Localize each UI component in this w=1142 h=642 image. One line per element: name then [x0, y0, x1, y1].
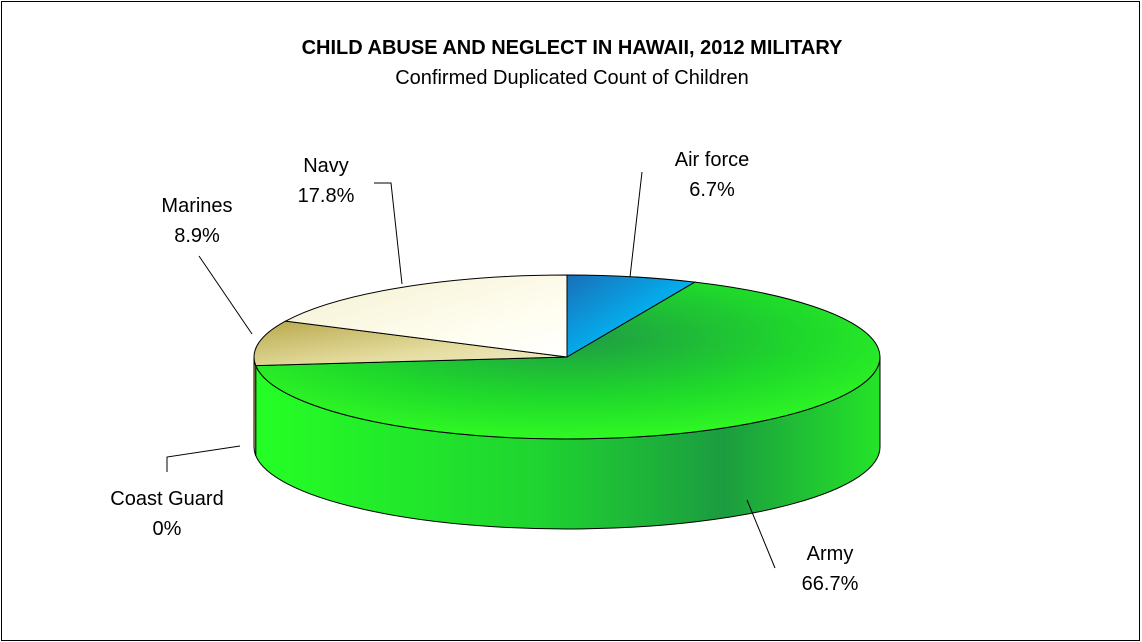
slice-value-coast-guard: 0%: [153, 518, 182, 540]
leader-line-coast-guard: [166, 445, 241, 472]
slice-value-marines: 8.9%: [174, 225, 220, 247]
slice-name-army: Army: [807, 543, 854, 565]
pie-slice-navy: [284, 274, 568, 358]
slice-name-navy: Navy: [303, 155, 349, 177]
leader-line-marines: [198, 255, 253, 335]
leader-line-navy: [374, 182, 403, 285]
pie-slice-marines: [253, 320, 568, 367]
slice-value-air-force: 6.7%: [689, 179, 735, 201]
slice-name-marines: Marines: [161, 195, 232, 217]
pie-slice-air-force: [566, 274, 697, 358]
chart-subtitle: Confirmed Duplicated Count of Children: [395, 67, 749, 89]
slice-name-air-force: Air force: [675, 149, 749, 171]
pie-side-marines: [253, 356, 257, 456]
leader-line-army: [746, 499, 776, 569]
leader-line-air-force: [629, 171, 643, 278]
chart-title: CHILD ABUSE AND NEGLECT IN HAWAII, 2012 …: [302, 37, 843, 59]
slice-name-coast-guard: Coast Guard: [110, 488, 223, 510]
slice-value-navy: 17.8%: [298, 185, 355, 207]
pie-slice-army: [254, 281, 881, 440]
slice-value-army: 66.7%: [802, 573, 859, 595]
